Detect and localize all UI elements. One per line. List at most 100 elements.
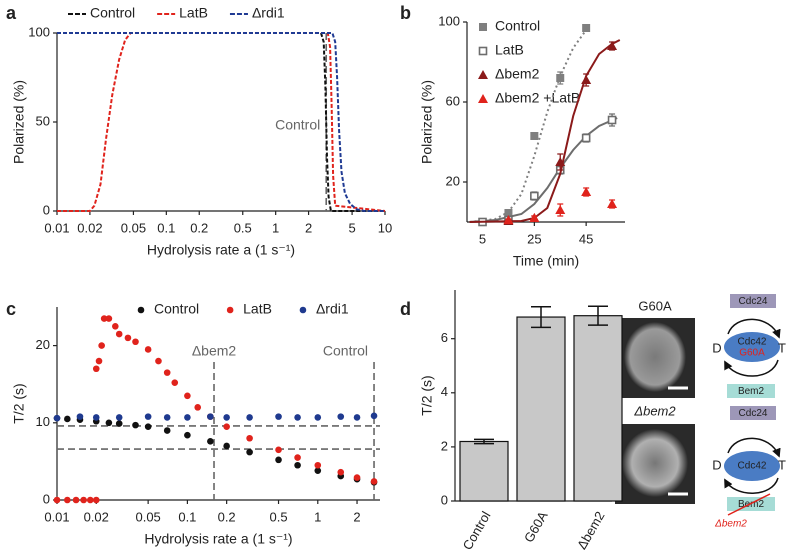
x-tick-label: 5 [479,231,486,246]
x-tick-label: 0.02 [84,509,109,524]
point [504,209,513,217]
legend-label: Δrdi1 [316,301,349,317]
x-axis-label: Hydrolysis rate a (1 s⁻¹) [144,531,292,547]
point [556,74,565,82]
point [115,414,123,421]
point [184,431,191,439]
arrow [727,437,781,458]
x-tick-label: 10 [378,220,392,235]
diagram-label: Cdc24 [739,408,768,419]
line [57,32,385,212]
x-axis-label: Time (min) [513,253,579,269]
diagram-label: D [712,340,721,355]
box [730,406,776,420]
legend-label: LatB [179,5,208,21]
point [246,414,253,421]
point [337,413,345,420]
x-tick-label: 0.01 [44,220,69,235]
fit-line [469,117,618,223]
point [294,454,301,461]
bar [573,315,623,502]
protein [724,451,780,481]
point [294,414,301,421]
reference-label: Control [275,117,320,133]
legend-label: Control [154,301,199,317]
panel-letter: a [6,3,17,23]
y-tick-label: 60 [446,93,460,108]
point [105,419,113,427]
point [370,412,378,420]
point [163,427,171,434]
point [144,346,152,353]
y-tick-label: 0 [43,491,50,506]
x-axis-label: Hydrolysis rate a (1 s⁻¹) [147,242,295,258]
point [246,434,253,442]
legend-label: LatB [243,301,272,317]
diagram-label: Bem2 [738,499,765,510]
x-tick-label: 0.01 [44,509,69,524]
x-tick-label: 25 [527,231,541,246]
point [275,446,282,454]
point [337,468,345,476]
point [353,414,361,421]
y-tick-label: 6 [441,330,448,345]
box [730,294,776,308]
strike [727,493,771,516]
cell [624,322,686,392]
x-tick-label: Control [460,509,494,553]
box [727,384,775,398]
legend-swatch [478,46,488,56]
x-tick-label: 2 [353,509,360,524]
point [581,187,592,196]
reference-label: Control [323,343,368,359]
legend-swatch [137,306,145,314]
point [275,456,282,464]
point [163,369,171,376]
fit-line [469,29,587,223]
point [115,420,123,427]
error-bar [588,305,608,326]
diagram-label: Cdc42 [738,337,767,348]
arrow [724,477,779,494]
point [144,413,152,420]
y-axis-label: Polarized (%) [11,80,27,164]
point [581,75,592,84]
diagram-label: T [778,457,786,472]
micrographs: G60A Δbem2 [615,298,695,504]
point [132,338,139,346]
panel-letter: b [400,3,411,23]
point [294,461,301,469]
point [132,421,139,429]
arrow [727,318,781,339]
diagram-label: T [778,340,786,355]
x-tick-label: G60A [521,508,551,545]
point [112,323,119,330]
micrograph-label: G60A [638,298,672,313]
error-bar [474,438,494,445]
point [80,496,87,504]
point [353,474,361,481]
line [57,32,385,212]
legend-label: Control [495,18,540,34]
y-axis-label: T/2 (s) [11,383,27,423]
bar [459,440,509,502]
error-bar [531,306,551,329]
arrow [724,359,779,377]
legend-label: LatB [495,42,524,58]
point [124,334,132,342]
x-tick-label: 0.2 [190,220,208,235]
y-tick-label: 20 [446,173,460,188]
x-tick-label: 0.2 [218,509,236,524]
x-tick-label: 5 [348,220,355,235]
point [314,461,322,469]
y-axis-label: Polarized (%) [419,80,435,164]
point [529,213,540,222]
legend-label: Δbem2 +LatB [495,90,580,106]
panel-letter: d [400,299,411,319]
point [607,199,618,208]
point [246,448,253,456]
fit-line [469,39,621,223]
x-tick-label: 1 [314,509,321,524]
reference-label: Δbem2 [192,343,237,359]
